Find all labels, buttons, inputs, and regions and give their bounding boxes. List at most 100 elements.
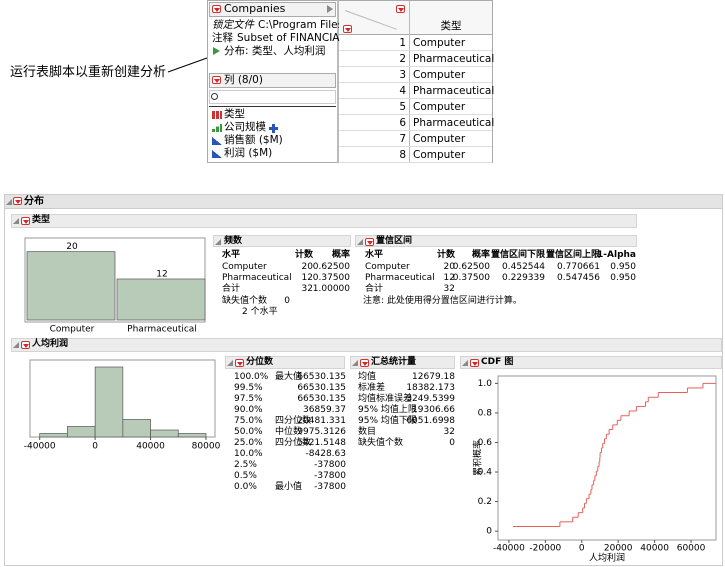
menu-button[interactable]	[360, 359, 369, 367]
disclosure-toggle[interactable]	[13, 342, 19, 348]
menu-button[interactable]	[235, 359, 244, 367]
summary-label: 标准差	[358, 383, 386, 393]
menu-button[interactable]	[212, 5, 221, 13]
menu-button[interactable]	[21, 341, 30, 349]
row-number: 7	[399, 133, 406, 145]
table-header: 水平	[222, 250, 241, 260]
quantile-value: -37800	[314, 471, 346, 481]
grid-cell: Computer	[413, 149, 466, 161]
disclosure-toggle[interactable]	[6, 199, 12, 205]
menu-button[interactable]	[343, 25, 352, 33]
quantile-value: 66530.135	[297, 372, 346, 382]
table-cell: 1.00000	[312, 284, 350, 294]
missing-value: 0	[284, 296, 290, 306]
menu-button[interactable]	[13, 197, 22, 205]
table-cell: 20	[443, 262, 455, 272]
table-cell: 0.770661	[557, 262, 600, 272]
menu-arrow	[344, 27, 351, 32]
continuous-icon	[212, 137, 222, 145]
quantile-value: -8428.63	[305, 449, 346, 459]
summary-value: 6051.6998	[406, 416, 455, 426]
menu-arrow	[14, 199, 21, 204]
row-number: 4	[399, 85, 406, 97]
menu-button[interactable]	[365, 238, 374, 246]
summary-label: 数目	[358, 427, 377, 437]
row-number: 1	[399, 37, 406, 49]
grid-row-line	[339, 146, 492, 147]
menu-arrow	[213, 7, 220, 12]
report-title: 分布	[24, 196, 44, 207]
disclosure-toggle[interactable]	[462, 360, 468, 366]
column-name: 利润 ($M)	[224, 147, 273, 159]
disclosure-toggle[interactable]	[352, 360, 358, 366]
column-name: 销售额 ($M)	[224, 134, 283, 146]
section-title: 置信区间	[376, 236, 413, 246]
summary-value: 32	[443, 427, 455, 437]
menu-button[interactable]	[21, 217, 30, 225]
quantile-percent: 50.0%	[234, 427, 263, 437]
table-cell: Computer	[222, 262, 267, 272]
grid-row-line	[339, 130, 492, 131]
table-header: 水平	[365, 250, 384, 260]
quantile-percent: 0.0%	[234, 482, 257, 492]
property-value: Subset of FINANCIA	[237, 32, 340, 44]
section-header	[11, 214, 637, 228]
menu-arrow	[361, 361, 368, 366]
table-cell: 32	[301, 284, 313, 294]
table-script: 分布: 类型、人均利润	[224, 45, 326, 57]
table-cell: 0.452544	[502, 262, 545, 272]
quantile-value: 36859.37	[303, 405, 346, 415]
grid-cell: Computer	[413, 101, 466, 113]
menu-arrow	[213, 78, 220, 83]
grid-cell: Computer	[413, 69, 466, 81]
table-cell: 12	[301, 273, 313, 283]
columns-bar	[209, 73, 336, 88]
menu-button[interactable]	[212, 76, 221, 84]
quantile-label: 最小值	[275, 482, 303, 492]
script-run-icon[interactable]	[213, 47, 220, 55]
table-cell: 0.950	[610, 262, 636, 272]
grid-row-line	[339, 98, 492, 99]
table-cell: 0.37500	[452, 273, 490, 283]
section-header	[350, 356, 455, 369]
quantile-label: 四分位数	[275, 438, 312, 448]
section-header	[355, 235, 637, 247]
table-cell: 0.62500	[452, 262, 490, 272]
table-cell: Pharmaceutical	[365, 273, 435, 283]
grid-cell: Pharmaceutical	[413, 117, 495, 129]
quantile-value: 9975.3126	[297, 427, 346, 437]
disclosure-toggle[interactable]	[13, 218, 19, 224]
disclosure-toggle[interactable]	[357, 239, 363, 245]
quantile-value: -37800	[314, 482, 346, 492]
menu-button[interactable]	[396, 5, 405, 13]
column-name: 公司规模	[224, 121, 266, 133]
table-note: 注意: 此处使用得分置信区间进行计算。	[363, 296, 522, 306]
panel-collapse[interactable]	[327, 5, 333, 13]
section-header	[225, 356, 345, 369]
table-cell: 0.229339	[502, 273, 545, 283]
section-header	[11, 338, 722, 352]
quantile-value: -37800	[314, 460, 346, 470]
column-search[interactable]	[209, 90, 336, 104]
menu-button[interactable]	[470, 359, 479, 367]
disclosure-toggle[interactable]	[215, 239, 221, 245]
table-header: 1-Alpha	[597, 250, 636, 260]
ordinal-icon	[212, 124, 222, 132]
table-header: 概率	[331, 250, 350, 260]
disclosure-toggle[interactable]	[227, 360, 233, 366]
property-value: C:\Program Files	[258, 19, 344, 31]
section-title: 分位数	[246, 357, 274, 367]
report-header	[4, 194, 723, 209]
quantile-percent: 99.5%	[234, 383, 263, 393]
grid-header	[339, 1, 492, 35]
table-cell: 0.547456	[557, 273, 600, 283]
grid-row-line	[339, 66, 492, 67]
table-cell: 12	[443, 273, 455, 283]
menu-arrow	[397, 7, 404, 12]
grid-row-line	[339, 50, 492, 51]
grid-column-header: 类型	[440, 20, 462, 32]
table-cell: Pharmaceutical	[222, 273, 292, 283]
quantile-label: 中位数	[275, 427, 303, 437]
menu-arrow	[236, 361, 243, 366]
quantile-percent: 0.5%	[234, 471, 257, 481]
